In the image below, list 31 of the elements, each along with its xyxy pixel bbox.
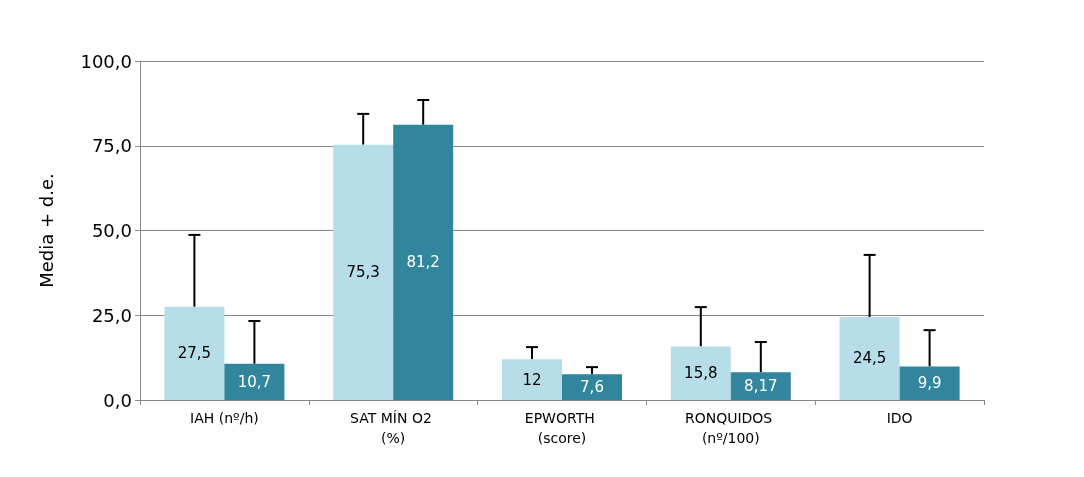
y-tick-label: 0,0 bbox=[103, 389, 132, 411]
x-tick-label: SAT MÍN O2 (%) bbox=[350, 410, 437, 446]
x-tick-label: RONQUIDOS (nº/100) bbox=[684, 410, 777, 446]
bar bbox=[670, 346, 731, 400]
bar bbox=[839, 316, 900, 400]
bar bbox=[730, 372, 791, 400]
data-label: 24,5 bbox=[852, 349, 887, 368]
bar bbox=[562, 374, 622, 400]
data-label: 15,8 bbox=[684, 364, 718, 383]
data-label: 8,17 bbox=[744, 377, 778, 396]
data-label: 7,6 bbox=[580, 378, 604, 397]
bar bbox=[393, 124, 454, 400]
data-label: 27,5 bbox=[177, 344, 212, 363]
x-tick-label: IDO bbox=[886, 410, 913, 426]
y-tick-label: 100,0 bbox=[80, 50, 132, 72]
bar bbox=[899, 366, 960, 400]
x-tick-label: IAH (nº/h) bbox=[190, 410, 259, 426]
bar bbox=[164, 306, 225, 400]
data-label: 12 bbox=[522, 370, 542, 389]
y-tick-label: 75,0 bbox=[91, 135, 132, 157]
x-tick-label: EPWORTH (score) bbox=[524, 410, 600, 446]
data-label: 81,2 bbox=[406, 253, 440, 272]
data-label: 9,9 bbox=[917, 374, 942, 393]
data-label: 10,7 bbox=[237, 372, 272, 391]
y-tick-label: 25,0 bbox=[91, 304, 132, 326]
bar bbox=[333, 144, 394, 400]
data-label: 75,3 bbox=[346, 263, 380, 282]
bar bbox=[502, 359, 562, 400]
bar bbox=[224, 363, 285, 400]
y-tick-label: 50,0 bbox=[91, 220, 132, 241]
y-axis-title: Media + d.e. bbox=[35, 173, 57, 288]
